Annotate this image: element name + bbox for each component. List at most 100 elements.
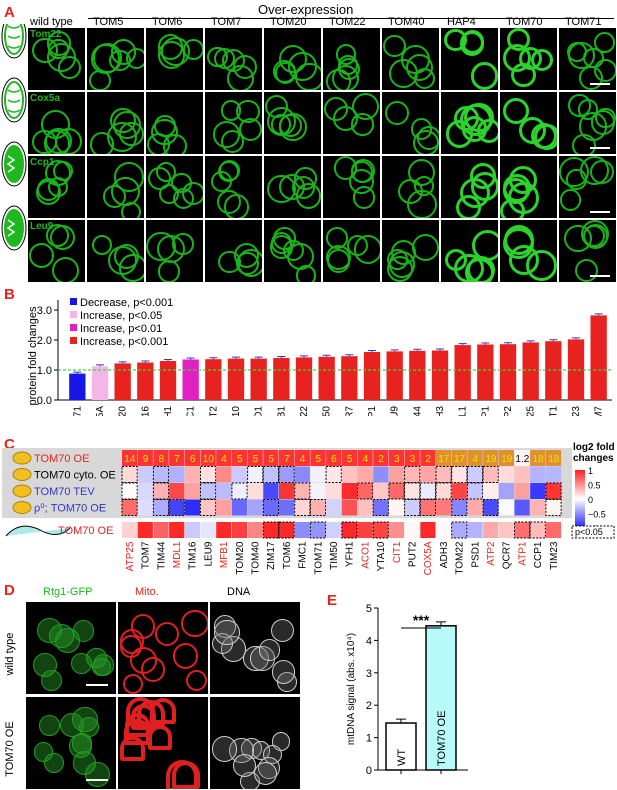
cell-outline xyxy=(85,647,107,669)
heatmap-cell xyxy=(467,450,483,466)
heatmap-c: 14 9 8 7 6 10 4 5 5 5 7 4 5 6 5 4 2 3 3 2 17 17 4 19 19 1.2 18 18TO… xyxy=(2,442,615,575)
micrograph-tile xyxy=(205,92,262,154)
heatmap-cell xyxy=(231,466,248,483)
heatmap-cell xyxy=(530,466,546,483)
cell-outline xyxy=(579,66,603,90)
x-tick-label: CIT1 xyxy=(548,406,559,416)
bar xyxy=(341,356,358,400)
heatmap-cell xyxy=(263,483,279,499)
bar xyxy=(431,350,449,400)
gene-label: QCR7 xyxy=(502,541,513,569)
heatmap-cell xyxy=(545,482,562,500)
heatmap-cell xyxy=(404,450,420,466)
bar xyxy=(425,625,457,771)
heatmap-cell xyxy=(279,450,295,466)
heatmap-cell xyxy=(498,450,514,466)
heatmap-cell xyxy=(373,483,389,499)
heatmap-cell xyxy=(357,499,373,516)
column-label: TOM6 xyxy=(152,16,183,28)
yeast-cell-icon xyxy=(12,501,32,514)
cell-outline xyxy=(218,160,240,182)
panel-e-label: E xyxy=(327,592,338,609)
cell-outline xyxy=(221,49,245,73)
count-label: 5 xyxy=(268,454,274,465)
heatmap-cell xyxy=(200,466,217,483)
heatmap-cell xyxy=(482,466,499,483)
error-bar xyxy=(96,364,104,367)
heatmap-cell xyxy=(309,521,327,539)
heatmap-cell xyxy=(451,466,468,483)
micrograph-tile xyxy=(441,92,498,154)
row-label: Ccp1 xyxy=(30,157,55,168)
cell-outline xyxy=(382,34,406,58)
cell-outline xyxy=(68,734,92,758)
error-bar xyxy=(277,356,286,358)
cell-outline xyxy=(149,697,176,724)
pvalue-box xyxy=(571,525,615,539)
gene-label: PSD1 xyxy=(470,541,481,568)
scale-bar xyxy=(86,779,108,781)
cell-outline xyxy=(504,224,535,255)
legend-tick: −0.5 xyxy=(588,510,606,520)
y-tick-label: 1 xyxy=(366,733,372,745)
error-bar xyxy=(141,360,150,363)
count-label: 1.2 xyxy=(515,454,529,465)
cell-outline xyxy=(186,670,208,692)
cell-outline xyxy=(594,31,616,53)
cell-outline xyxy=(39,714,60,736)
heatmap-cell xyxy=(294,522,310,538)
pvalue-label: p<0.05 xyxy=(575,527,603,537)
cell-outline xyxy=(470,62,498,90)
micrograph-tile: Ccp1 xyxy=(28,156,85,218)
heatmap-cell xyxy=(121,499,138,516)
count-label: 4 xyxy=(472,454,478,465)
heatmap-cell xyxy=(309,499,327,516)
heatmap-cell xyxy=(404,499,421,516)
cell-outline xyxy=(580,220,610,249)
error-bar xyxy=(481,342,490,345)
heatmap-cell xyxy=(530,483,546,499)
heatmap-cell xyxy=(372,521,389,539)
x-tick-label: FMC1 xyxy=(186,406,197,416)
heatmap-cell xyxy=(137,466,153,483)
gene-label: YFH1 xyxy=(345,541,356,567)
heatmap-cell xyxy=(184,450,200,466)
gene-label: CCP1 xyxy=(533,541,544,568)
heatmap-cell xyxy=(466,482,484,500)
micrograph-tile xyxy=(441,156,498,218)
heatmap-cell xyxy=(483,450,499,466)
micrograph-tile xyxy=(210,697,300,789)
column-label: TOM71 xyxy=(565,16,602,28)
panel-a-label: A xyxy=(4,4,15,21)
legend-label: Decrease, p<0.001 xyxy=(80,297,173,309)
x-tick-label: TOM22 xyxy=(299,406,310,416)
cell-outline xyxy=(119,121,144,147)
bar xyxy=(318,356,335,400)
gene-label: YTA10 xyxy=(376,541,387,571)
heatmap-cell xyxy=(310,450,326,466)
heatmap-cell xyxy=(169,450,185,466)
cell-outline xyxy=(325,244,351,270)
heatmap-cell xyxy=(341,499,357,516)
cell-outline xyxy=(577,99,599,120)
micrograph-tile: Leu9 xyxy=(28,220,85,282)
gene-label: ACO1 xyxy=(360,541,371,569)
micrograph-tile xyxy=(264,156,321,218)
significance-label: *** xyxy=(413,612,430,628)
count-label: 2 xyxy=(378,454,384,465)
cell-outline xyxy=(235,99,260,124)
y-axis-label: mtDNA signal (abs. x10⁴) xyxy=(346,633,357,745)
heatmap-cell xyxy=(137,483,153,499)
micrograph-tile xyxy=(441,28,498,90)
cell-outline xyxy=(534,123,557,150)
cell-outline xyxy=(120,736,145,762)
micrograph-tile: Tom22 xyxy=(28,28,85,90)
cell-outline xyxy=(51,256,79,282)
micrograph-tile xyxy=(382,156,439,218)
y-tick-label: 0 xyxy=(366,765,372,777)
heatmap-cell xyxy=(168,499,185,516)
bar xyxy=(69,373,86,400)
bar xyxy=(386,351,403,400)
micrograph-tile xyxy=(146,28,203,90)
heatmap-cell xyxy=(216,483,232,499)
